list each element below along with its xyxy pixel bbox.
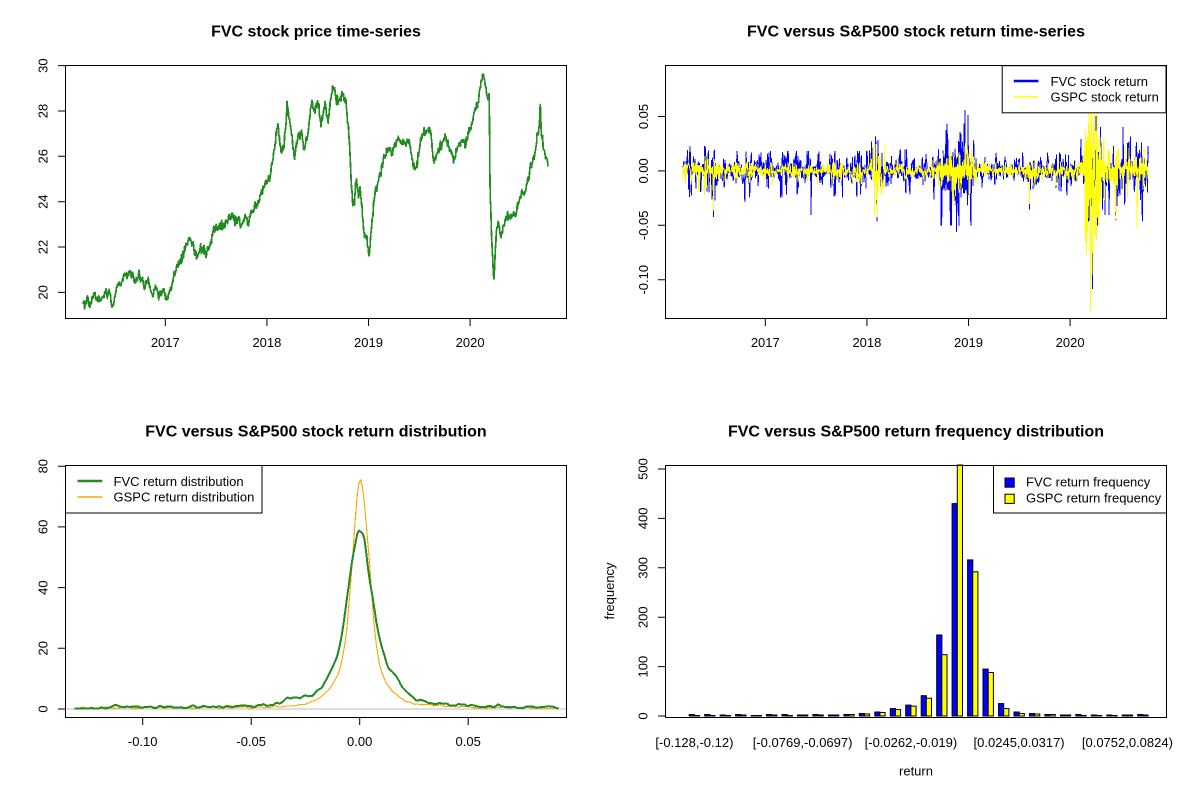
svg-text:0.00: 0.00 bbox=[636, 158, 651, 183]
svg-text:26: 26 bbox=[36, 149, 51, 163]
svg-text:[0.0752,0.0824): [0.0752,0.0824) bbox=[1082, 735, 1173, 750]
svg-text:[-0.0769,-0.0697): [-0.0769,-0.0697) bbox=[753, 735, 853, 750]
svg-text:60: 60 bbox=[36, 520, 51, 534]
svg-text:-0.10: -0.10 bbox=[128, 734, 158, 749]
svg-text:FVC versus S&P500 stock return: FVC versus S&P500 stock return distribut… bbox=[145, 424, 486, 441]
svg-text:200: 200 bbox=[636, 606, 651, 628]
svg-text:28: 28 bbox=[36, 104, 51, 118]
svg-text:0.05: 0.05 bbox=[456, 734, 481, 749]
svg-text:2019: 2019 bbox=[354, 335, 383, 350]
svg-text:2017: 2017 bbox=[751, 335, 780, 350]
svg-text:0.00: 0.00 bbox=[347, 734, 372, 749]
svg-text:FVC return frequency: FVC return frequency bbox=[1026, 475, 1151, 490]
svg-text:GSPC stock return: GSPC stock return bbox=[1051, 90, 1159, 105]
svg-text:-0.05: -0.05 bbox=[636, 210, 651, 240]
svg-text:-0.10: -0.10 bbox=[636, 265, 651, 295]
svg-text:0: 0 bbox=[636, 712, 651, 719]
svg-text:2019: 2019 bbox=[954, 335, 983, 350]
svg-text:300: 300 bbox=[636, 557, 651, 579]
svg-text:GSPC return distribution: GSPC return distribution bbox=[114, 490, 255, 505]
svg-text:0: 0 bbox=[36, 705, 51, 712]
svg-text:20: 20 bbox=[36, 285, 51, 299]
svg-text:-0.05: -0.05 bbox=[236, 734, 266, 749]
svg-text:FVC versus S&P500 stock return: FVC versus S&P500 stock return time-seri… bbox=[747, 24, 1085, 41]
svg-text:[0.0245,0.0317): [0.0245,0.0317) bbox=[974, 735, 1065, 750]
svg-text:100: 100 bbox=[636, 656, 651, 678]
svg-text:40: 40 bbox=[36, 580, 51, 594]
svg-text:80: 80 bbox=[36, 459, 51, 473]
svg-text:[-0.128,-0.12): [-0.128,-0.12) bbox=[655, 735, 733, 750]
svg-text:500: 500 bbox=[636, 458, 651, 480]
svg-text:20: 20 bbox=[36, 641, 51, 655]
svg-text:frequency: frequency bbox=[602, 562, 617, 620]
svg-text:FVC stock return: FVC stock return bbox=[1051, 74, 1149, 89]
svg-text:30: 30 bbox=[36, 58, 51, 72]
svg-text:return: return bbox=[899, 764, 933, 779]
svg-text:2018: 2018 bbox=[252, 335, 281, 350]
svg-text:FVC stock price time-series: FVC stock price time-series bbox=[211, 24, 421, 41]
svg-text:0.05: 0.05 bbox=[636, 104, 651, 129]
svg-text:2020: 2020 bbox=[1056, 335, 1085, 350]
svg-text:2017: 2017 bbox=[151, 335, 180, 350]
svg-text:400: 400 bbox=[636, 508, 651, 530]
svg-text:FVC return distribution: FVC return distribution bbox=[114, 474, 244, 489]
svg-text:[-0.0262,-0.019): [-0.0262,-0.019) bbox=[865, 735, 958, 750]
svg-text:24: 24 bbox=[36, 194, 51, 208]
svg-text:22: 22 bbox=[36, 240, 51, 254]
svg-text:GSPC return frequency: GSPC return frequency bbox=[1026, 491, 1162, 506]
svg-text:2020: 2020 bbox=[456, 335, 485, 350]
svg-text:2018: 2018 bbox=[852, 335, 881, 350]
svg-text:FVC versus S&P500 return frequ: FVC versus S&P500 return frequency distr… bbox=[728, 424, 1104, 441]
